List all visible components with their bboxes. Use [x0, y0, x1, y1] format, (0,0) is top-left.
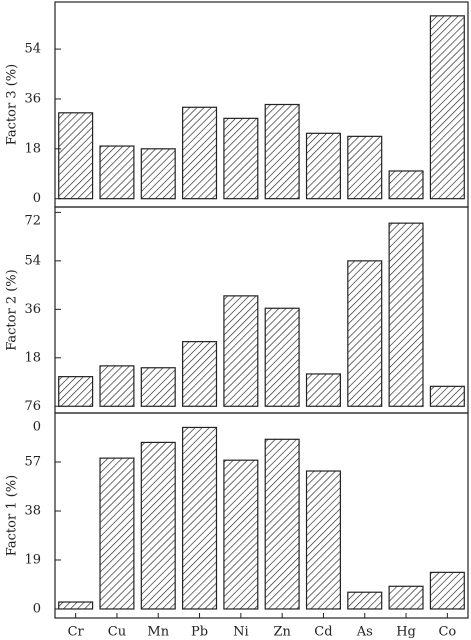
y-axis-label: Factor 3 (%) [5, 64, 20, 145]
bar [264, 438, 300, 610]
y-tick-label: 0 [33, 191, 41, 206]
bar [140, 148, 176, 200]
y-tick-label: 18 [24, 141, 41, 156]
bar [223, 295, 259, 407]
bar [347, 135, 383, 200]
bar [347, 591, 383, 610]
y-tick-label: 57 [24, 454, 41, 469]
bar [99, 145, 135, 200]
y-axis-label: Factor 2 (%) [5, 269, 20, 350]
bar [182, 341, 218, 407]
bar [388, 585, 424, 610]
y-tick-label: 19 [24, 552, 41, 567]
bar [429, 385, 465, 407]
bar [429, 571, 465, 610]
y-tick-label: 54 [24, 42, 41, 57]
x-tick-label: Ni [233, 625, 249, 640]
y-tick-label: 36 [24, 91, 41, 106]
y-tick-label: 38 [24, 503, 41, 518]
bar [223, 459, 259, 610]
bar [388, 170, 424, 200]
bar [182, 106, 218, 200]
x-tick-label: Cu [108, 625, 126, 640]
bar [429, 15, 465, 200]
bar [58, 112, 94, 200]
bar [264, 307, 300, 407]
bar [58, 376, 94, 407]
bar [99, 457, 135, 610]
x-tick-label: Cr [68, 625, 85, 640]
bar [99, 365, 135, 407]
bar [223, 117, 259, 200]
bar [347, 260, 383, 407]
bar [305, 132, 341, 200]
x-tick-label: Hg [396, 625, 416, 640]
x-tick-label: Mn [147, 625, 169, 640]
y-tick-label: 0 [33, 420, 41, 435]
bar [182, 426, 218, 610]
x-tick-label: Co [438, 625, 456, 640]
bar [140, 367, 176, 407]
y-tick-label: 0 [33, 601, 41, 616]
x-tick-label: Pb [191, 625, 208, 640]
x-tick-label: As [356, 625, 373, 640]
x-tick-label: Cd [314, 625, 332, 640]
bar [140, 441, 176, 610]
bar [264, 103, 300, 200]
panel-frame [54, 412, 469, 619]
x-tick-label: Zn [273, 625, 291, 640]
y-tick-label: 18 [24, 350, 41, 365]
y-tick-label: 54 [24, 253, 41, 268]
y-tick-label: 72 [24, 214, 41, 229]
bar [305, 373, 341, 407]
bar [58, 601, 94, 610]
y-axis-label: Factor 1 (%) [5, 475, 20, 556]
bar [305, 470, 341, 610]
y-tick-label: 76 [24, 399, 41, 414]
bar [388, 222, 424, 407]
y-tick-label: 36 [24, 302, 41, 317]
